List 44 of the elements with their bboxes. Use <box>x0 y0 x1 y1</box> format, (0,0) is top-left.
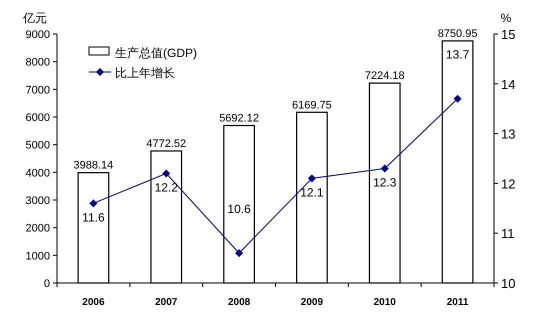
data-label: 10.6 <box>227 202 252 216</box>
data-label: 8750.95 <box>438 28 478 40</box>
y2-tick-label: 11 <box>501 226 514 242</box>
y2-tick-label: 14 <box>501 76 516 92</box>
y2-axis-title: % <box>500 11 512 25</box>
x-tick-label: 2010 <box>374 297 396 308</box>
data-label: 6169.75 <box>292 99 332 112</box>
data-label: 3988.14 <box>74 160 114 172</box>
x-tick-label: 2011 <box>446 297 469 308</box>
x-tick-label: 2009 <box>300 297 324 308</box>
y-tick-label: 7000 <box>26 84 50 96</box>
y-tick-label: 9000 <box>26 29 50 41</box>
data-label: 13.7 <box>446 48 470 62</box>
data-label: 7224.18 <box>364 70 405 82</box>
y-tick-label: 1000 <box>26 250 50 262</box>
data-label: 5692.12 <box>219 112 259 125</box>
point <box>235 249 244 258</box>
data-label: 4772.52 <box>146 138 186 150</box>
x-tick-label: 2006 <box>82 297 105 308</box>
point <box>454 94 462 103</box>
data-label: 12.3 <box>373 175 397 190</box>
y2-tick-label: 15 <box>501 27 516 42</box>
y-tick-label: 8000 <box>26 56 50 69</box>
y-tick-label: 6000 <box>26 112 50 124</box>
y2-tick-label: 10 <box>501 276 516 291</box>
y2-tick-label: 12 <box>501 176 516 192</box>
point <box>89 199 98 208</box>
point <box>308 174 316 182</box>
point <box>162 169 170 178</box>
data-label: 11.6 <box>82 210 105 224</box>
data-label: 12.2 <box>154 180 178 194</box>
point <box>380 164 389 172</box>
y-tick-label: 3000 <box>26 195 50 207</box>
y-tick-label: 5000 <box>26 140 50 152</box>
y-tick-label: 2000 <box>26 222 50 235</box>
legend-label: 比上年增长 <box>115 66 175 80</box>
legend-label: 生产总值(GDP) <box>115 46 197 60</box>
y-axis-title: 亿元 <box>22 11 47 25</box>
x-tick-label: 2007 <box>155 297 178 308</box>
x-tick-label: 2008 <box>228 297 251 308</box>
y-tick-label: 0 <box>44 278 50 290</box>
data-label: 12.1 <box>300 185 324 200</box>
y-tick-label: 4000 <box>26 167 50 180</box>
y2-tick-label: 13 <box>501 126 516 142</box>
